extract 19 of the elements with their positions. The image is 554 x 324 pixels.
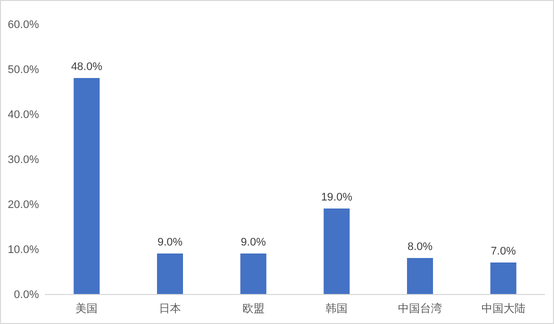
ytick: 60.0% xyxy=(8,19,39,31)
label: 7.0% xyxy=(490,246,516,258)
xtick: 欧盟 xyxy=(242,303,264,315)
ytick: 50.0% xyxy=(8,64,39,76)
ytick: 0.0% xyxy=(14,289,39,301)
ytick: 40.0% xyxy=(8,109,39,121)
xtick: 中国大陆 xyxy=(481,303,526,315)
ytick: 10.0% xyxy=(8,244,39,256)
label: 8.0% xyxy=(407,241,433,253)
xtick: 美国 xyxy=(76,303,98,315)
label: 9.0% xyxy=(240,236,266,248)
label: 9.0% xyxy=(157,236,183,248)
ytick: 20.0% xyxy=(8,199,39,211)
xtick: 韩国 xyxy=(326,303,348,315)
xtick: 中国台湾 xyxy=(398,303,442,315)
ytick: 30.0% xyxy=(8,154,39,166)
label: 19.0% xyxy=(321,192,352,204)
xtick: 日本 xyxy=(159,303,181,315)
label: 48.0% xyxy=(71,61,102,73)
